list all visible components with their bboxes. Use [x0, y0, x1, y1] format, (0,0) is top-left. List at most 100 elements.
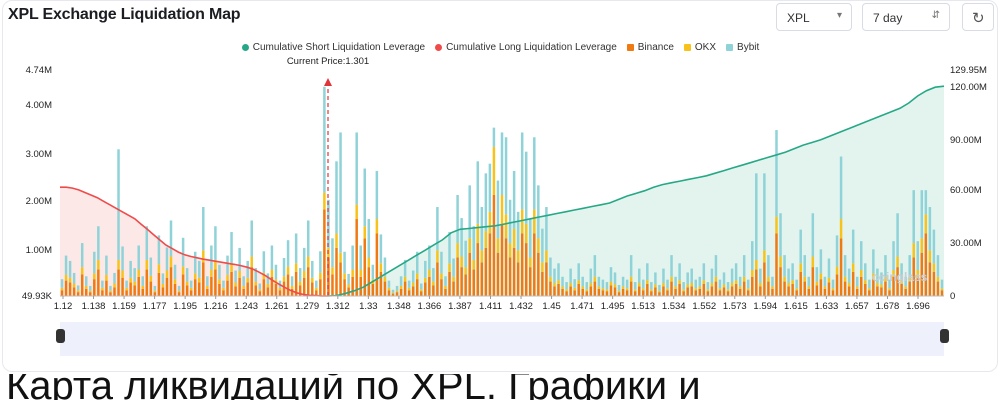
bar-okx	[654, 284, 657, 288]
bar-binance	[767, 281, 770, 296]
bar-okx	[173, 279, 177, 284]
bar-bybit	[149, 257, 153, 276]
bar-bybit	[900, 263, 903, 281]
bar-bybit	[646, 263, 649, 281]
bar-binance	[868, 290, 871, 296]
refresh-icon: ↻	[972, 10, 985, 27]
legend-item-long[interactable]: Cumulative Long Liquidation Leverage	[435, 42, 617, 53]
bar-bybit	[97, 226, 100, 260]
bar-binance	[76, 292, 80, 296]
bar-bybit	[577, 263, 580, 281]
bar-okx	[60, 287, 64, 291]
bar-okx	[609, 281, 613, 286]
bar-binance	[145, 269, 149, 296]
range-slider[interactable]	[56, 322, 949, 356]
bar-binance	[722, 287, 726, 296]
legend-item-binance[interactable]: Binance	[626, 42, 674, 53]
bar-bybit	[936, 255, 940, 277]
bar-okx	[492, 146, 496, 195]
bar-okx	[807, 286, 811, 289]
bar-okx	[306, 256, 310, 268]
bar-binance	[625, 290, 629, 296]
bar-bybit	[286, 240, 290, 267]
bar-bybit	[520, 132, 524, 210]
bar-bybit	[274, 264, 278, 280]
bar-binance	[734, 283, 738, 296]
bar-bybit	[64, 255, 68, 275]
bar-okx	[658, 290, 661, 293]
bar-okx	[456, 243, 459, 258]
bar-okx	[218, 279, 221, 284]
legend-item-okx[interactable]: OKX	[683, 42, 716, 53]
bar-okx	[508, 243, 512, 258]
bar-bybit	[290, 276, 294, 286]
bar-binance	[282, 281, 286, 296]
bar-bybit	[331, 238, 334, 268]
bar-binance	[157, 272, 161, 296]
bar-binance	[448, 271, 451, 296]
bar-bybit	[706, 282, 710, 290]
bar-bybit	[319, 251, 322, 273]
bar-okx	[428, 269, 431, 277]
bar-bybit	[884, 255, 887, 277]
refresh-button[interactable]: ↻	[962, 3, 994, 31]
bar-binance	[864, 283, 867, 296]
bar-bybit	[642, 279, 645, 289]
bar-bybit	[734, 263, 738, 281]
bar-bybit	[246, 260, 249, 278]
bar-bybit	[432, 268, 435, 282]
bar-bybit	[464, 240, 467, 268]
bar-okx	[730, 283, 734, 287]
bar-binance	[286, 274, 290, 296]
bar-okx	[407, 287, 411, 291]
range-select[interactable]: 7 day ⇵	[862, 3, 950, 31]
bar-bybit	[864, 263, 867, 281]
symbol-select[interactable]: XPL ▾	[776, 3, 852, 31]
bar-okx	[904, 286, 907, 289]
legend-item-short[interactable]: Cumulative Short Liquidation Leverage	[241, 42, 425, 53]
bar-binance	[892, 276, 895, 296]
bar-bybit	[440, 251, 443, 274]
bar-binance	[795, 290, 798, 296]
bar-bybit	[839, 156, 843, 220]
bar-okx	[323, 192, 326, 210]
bar-okx	[214, 259, 217, 270]
bar-binance	[682, 291, 685, 296]
x-tick-label: 1.279	[295, 301, 319, 312]
bar-bybit	[415, 251, 419, 274]
bar-okx	[855, 286, 859, 289]
bar-okx	[516, 250, 520, 263]
legend-item-bybit[interactable]: Bybit	[726, 42, 759, 53]
bar-bybit	[242, 276, 245, 286]
symbol-select-value: XPL	[787, 11, 810, 25]
bar-okx	[395, 290, 399, 293]
bar-binance	[553, 286, 556, 296]
bar-bybit	[484, 173, 488, 232]
bar-binance	[831, 290, 835, 296]
bar-bybit	[847, 268, 851, 284]
bar-bybit	[294, 233, 298, 264]
x-tick-label: 1.195	[173, 301, 197, 312]
bar-bybit	[347, 273, 350, 285]
bar-binance	[266, 287, 270, 296]
bar-binance	[415, 279, 419, 296]
bar-binance	[181, 274, 185, 296]
bar-bybit	[218, 264, 221, 280]
bar-binance	[520, 233, 524, 296]
y-right-tick-label: 90.00M	[950, 135, 982, 146]
bar-binance	[714, 281, 718, 296]
bar-okx	[294, 263, 298, 272]
bar-bybit	[488, 163, 492, 212]
bar-binance	[242, 288, 245, 296]
slider-handle-right[interactable]	[940, 329, 949, 343]
bar-okx	[549, 276, 552, 282]
bar-bybit	[375, 170, 379, 220]
bar-bybit	[561, 276, 564, 287]
bar-binance	[500, 223, 504, 296]
bar-okx	[742, 276, 746, 282]
chart-card	[2, 0, 998, 372]
slider-handle-left[interactable]	[56, 329, 65, 343]
bar-bybit	[226, 255, 229, 275]
bar-binance	[843, 281, 847, 296]
bar-binance	[561, 288, 564, 296]
